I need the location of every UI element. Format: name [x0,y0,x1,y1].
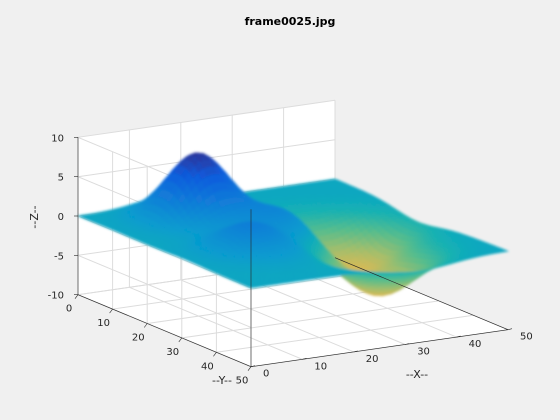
x-tick-mark [405,343,410,345]
y-tick-label: 30 [166,347,179,358]
z-tick-label: 0 [58,212,64,223]
x-tick-label: 40 [469,339,482,350]
y-tick-label: 20 [132,333,145,344]
z-tick-label: -5 [54,251,64,262]
x-tick-label: 30 [417,347,430,358]
x-tick-mark [507,328,513,330]
x-tick-label: 20 [366,354,379,365]
y-tick-label: 40 [201,361,214,372]
z-tick-label: -10 [48,291,64,302]
x-axis-line [334,257,509,330]
surface-patch [498,249,510,253]
z-tick-label: 10 [51,133,64,144]
y-tick-mark [74,294,79,299]
x-tick-label: 10 [314,361,327,372]
x-tick-mark [302,358,307,360]
y-tick-label: 50 [236,376,249,387]
y-tick-mark [247,366,252,371]
z-axis-label: --Z-- [28,205,41,228]
x-tick-label: 0 [263,369,269,380]
y-tick-mark [178,337,183,343]
x-tick-mark [250,365,256,367]
y-tick-label: 0 [66,304,72,315]
y-tick-mark [143,323,148,328]
y-tick-mark [109,308,113,314]
x-tick-mark [353,350,358,353]
x-axis-label: --X-- [406,368,428,381]
chart-title: frame0025.jpg [245,15,336,28]
y-axis-line [250,329,509,367]
y-tick-label: 10 [97,318,110,329]
z-tick-label: 5 [58,173,64,184]
x-tick-mark [456,335,461,338]
y-tick-mark [213,352,217,357]
x-tick-label: 50 [520,332,533,343]
y-axis-label: --Y-- [212,374,232,387]
y-axis-edge [77,294,252,367]
